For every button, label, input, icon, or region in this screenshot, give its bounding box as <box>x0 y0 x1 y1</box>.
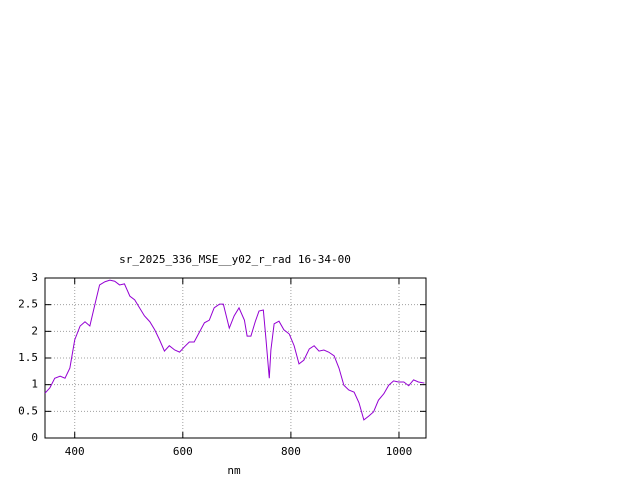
plot-border <box>44 277 427 439</box>
chart-title: sr_2025_336_MSE__y02_r_rad 16-34-00 <box>119 253 351 266</box>
y-tick-label: 0 <box>31 431 38 444</box>
x-tick-label: 1000 <box>386 445 413 458</box>
x-tick-label: 600 <box>173 445 193 458</box>
x-axis-label: nm <box>227 464 241 477</box>
x-tick-label: 400 <box>65 445 85 458</box>
y-tick-label: 0.5 <box>18 404 38 417</box>
y-tick-label: 3 <box>31 271 38 284</box>
x-tick-label: 800 <box>281 445 301 458</box>
y-tick-label: 2 <box>31 324 38 337</box>
y-tick-label: 1.5 <box>18 351 38 364</box>
data-line <box>44 279 425 421</box>
y-tick-label: 2.5 <box>18 298 38 311</box>
y-tick-label: 1 <box>31 378 38 391</box>
